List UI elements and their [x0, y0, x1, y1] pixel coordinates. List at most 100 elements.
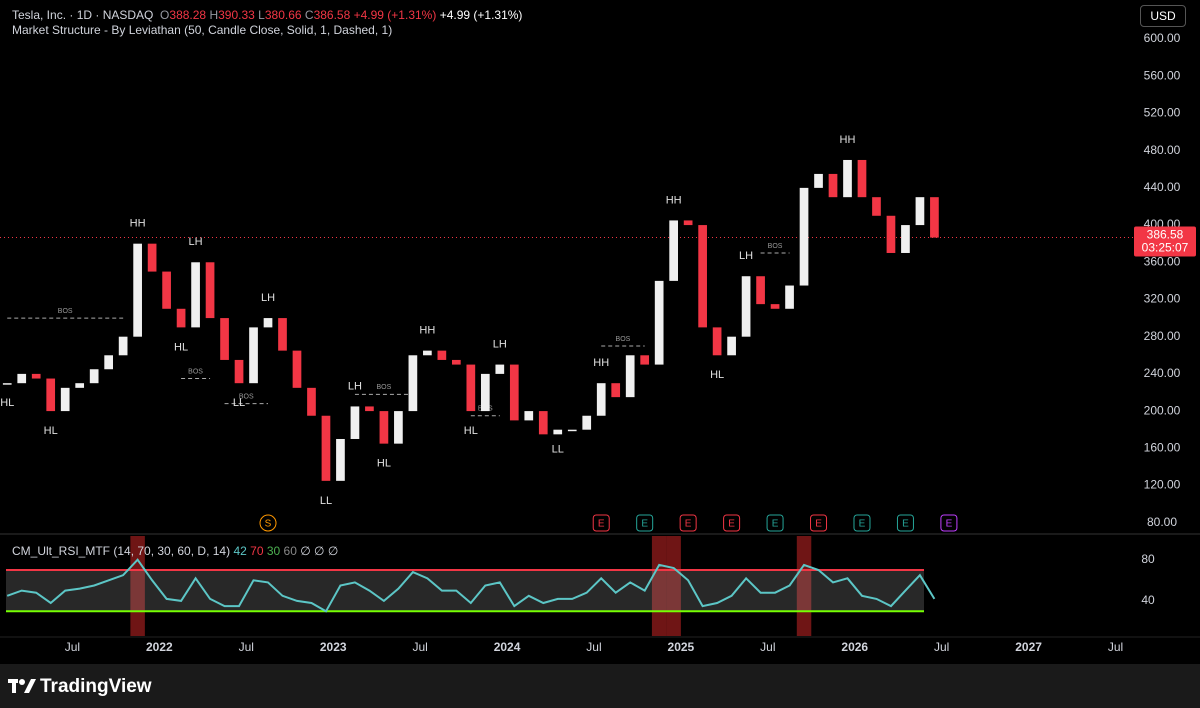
candle [930, 197, 939, 238]
y-tick-label: 160.00 [1144, 440, 1181, 454]
rsi-tick-label: 80 [1141, 552, 1155, 566]
y-tick-label: 560.00 [1144, 68, 1181, 82]
x-tick-label: Jul [586, 640, 601, 654]
candle [321, 415, 331, 481]
candle [770, 304, 780, 309]
candle [191, 262, 200, 328]
structure-label: HL [377, 458, 391, 470]
candle [408, 355, 418, 412]
candle [582, 415, 592, 430]
candle [669, 220, 678, 281]
candle [31, 373, 41, 379]
structure-label: HH [666, 194, 682, 206]
change: +4.99 (+1.31%) [439, 8, 523, 22]
ohlc-line: Tesla, Inc. · 1D · NASDAQ O388.28 H390.3… [12, 8, 522, 23]
y-tick-label: 280.00 [1144, 329, 1181, 343]
event-label: E [728, 519, 735, 530]
rsi-range [6, 570, 924, 612]
candle [567, 429, 577, 432]
rsi-value: 42 [233, 544, 247, 558]
candle [524, 411, 534, 421]
y-tick-label: 480.00 [1144, 143, 1181, 157]
event-icon [679, 514, 697, 532]
rsi-line [6, 558, 936, 613]
candle [872, 197, 881, 216]
candle [220, 318, 229, 360]
candle [46, 378, 56, 412]
candle [814, 173, 823, 188]
event-icon [853, 514, 871, 532]
symbol: Tesla, Inc. · 1D · NASDAQ [12, 8, 154, 22]
candle [307, 387, 316, 416]
event-label: E [598, 519, 605, 530]
candle [205, 262, 215, 319]
structure-label: HL [44, 425, 58, 437]
y-tick-label: 120.00 [1144, 478, 1181, 492]
rsi-name: CM_Ult_RSI_MTF (14, 70, 30, 60, D, 14) [12, 544, 231, 558]
currency-button[interactable]: USD [1140, 5, 1186, 27]
event-label: E [685, 519, 692, 530]
candle [857, 159, 867, 198]
footer: TradingView [0, 664, 1200, 708]
bos-label: BOS [616, 336, 631, 343]
event-icon [636, 514, 654, 532]
x-tick-label: 2027 [1015, 640, 1042, 654]
x-tick-label: Jul [934, 640, 949, 654]
structure-label: LH [261, 292, 275, 304]
candle [423, 350, 432, 356]
bos-label: BOS [768, 243, 783, 250]
candle [741, 276, 751, 337]
rsi-flags: ∅ ∅ ∅ [300, 544, 339, 558]
candle [538, 411, 548, 435]
event-icon [592, 514, 610, 532]
event-label: E [641, 519, 648, 530]
label: C [304, 8, 314, 22]
x-tick-label: 2025 [668, 640, 695, 654]
chart: 80.00 120.00 160.00 200.00 240.00 280.00 320.0… [0, 31, 1200, 654]
candle [886, 215, 896, 253]
change: +4.99 (+1.31%) [353, 8, 437, 22]
structure-label: HH [419, 325, 435, 337]
structure-label: HL [174, 341, 188, 353]
candle [394, 411, 403, 444]
event-icon [766, 514, 784, 532]
event-label: E [859, 519, 866, 530]
bos-label: BOS [377, 384, 392, 391]
label: L [258, 8, 265, 22]
event-label: E [902, 519, 909, 530]
candle [553, 429, 563, 435]
rsi-header: CM_Ult_RSI_MTF (14, 70, 30, 60, D, 14) 4… [12, 544, 338, 558]
bos-label: BOS [239, 393, 254, 400]
candle [466, 364, 476, 412]
y-tick-label: 200.00 [1144, 403, 1181, 417]
structure-label: LH [493, 338, 507, 350]
rsi-mid: 60 [283, 544, 297, 558]
y-tick-label: 320.00 [1144, 292, 1181, 306]
candle [799, 187, 809, 286]
candle [654, 280, 664, 365]
structure-label: LL [233, 397, 245, 409]
candle [147, 243, 157, 272]
candle [495, 364, 505, 374]
candle [162, 271, 171, 309]
brand: TradingView [40, 676, 152, 697]
candle [336, 438, 345, 481]
candle [365, 406, 374, 412]
candle [683, 220, 693, 226]
y-tick-label: 600.00 [1144, 31, 1181, 45]
event-icon [940, 514, 958, 532]
y-tick-label: 80.00 [1147, 515, 1177, 529]
price-badge-value: 386.58 [1147, 228, 1184, 242]
event-icon [896, 514, 914, 532]
candle [379, 411, 389, 444]
candle [640, 355, 650, 365]
candle [292, 350, 302, 388]
label: O [160, 8, 170, 22]
structure-label: LH [189, 236, 203, 248]
candle [480, 373, 490, 412]
structure-label: LL [320, 495, 332, 507]
structure-label: HH [130, 218, 146, 230]
candle [75, 383, 85, 388]
candle [118, 336, 128, 356]
